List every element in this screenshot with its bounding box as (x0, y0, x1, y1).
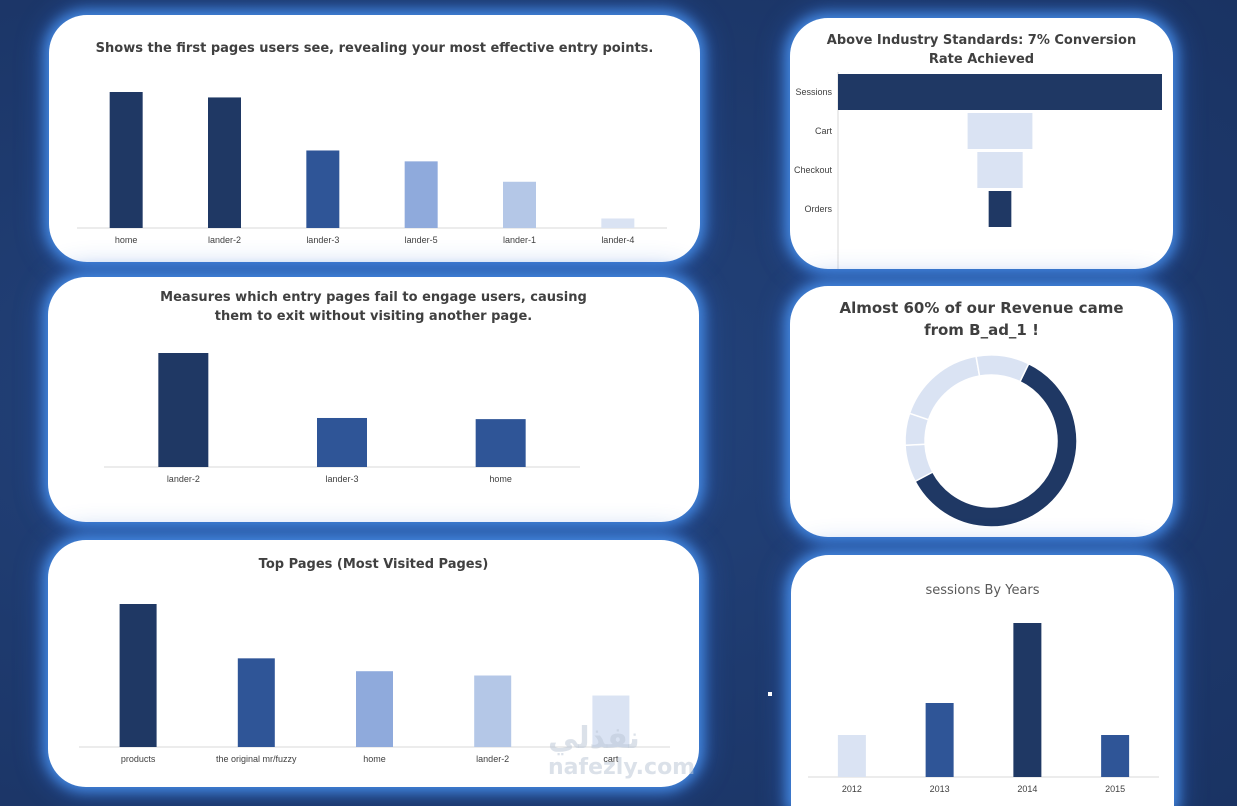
watermark-latin: nafezly.com (548, 755, 696, 780)
chart-title: Above Industry Standards: 7% Conversion … (826, 33, 1137, 67)
x-tick-label: lander-2 (208, 235, 241, 245)
x-tick-label: 2013 (930, 784, 950, 794)
x-tick-label: cart (603, 754, 619, 764)
x-tick-label: lander-3 (325, 474, 358, 484)
bar (119, 604, 157, 747)
funnel-bar (977, 152, 1023, 188)
top-pages-card: Top Pages (Most Visited Pages) products t… (48, 540, 699, 787)
entry-pages-chart: home lander-2 lander-3 lander-5 lander-1 land… (77, 92, 667, 245)
x-tick-label: 2015 (1105, 784, 1125, 794)
chart-title: sessions By Years (925, 583, 1040, 598)
donut-slice (975, 354, 1030, 383)
sessions-years-card: sessions By Years 2012 2013 2014 2015 (791, 555, 1174, 806)
x-tick-label: products (121, 754, 156, 764)
y-tick-label: Orders (804, 204, 832, 214)
bounce-pages-chart: lander-2 lander-3 home (104, 353, 580, 484)
conversion-funnel-chart: Sessions Cart Checkout Orders (794, 72, 1162, 269)
bar (1013, 623, 1042, 777)
x-tick-label: home (363, 754, 386, 764)
chart-title: Measures which entry pages fail to engag… (160, 290, 587, 324)
bar (1101, 735, 1130, 777)
sessions-years-chart: 2012 2013 2014 2015 (808, 623, 1159, 794)
funnel-bar (988, 191, 1012, 227)
chart-title: Top Pages (Most Visited Pages) (258, 557, 489, 572)
x-tick-label: lander-3 (306, 235, 339, 245)
bounce-pages-card: Measures which entry pages fail to engag… (48, 277, 699, 522)
bar (356, 671, 393, 747)
x-tick-label: lander-5 (405, 235, 438, 245)
bar (592, 695, 630, 747)
bar (503, 181, 536, 228)
y-tick-label: Sessions (795, 87, 832, 97)
funnel-bar (967, 113, 1033, 149)
top-pages-chart: products the original mr/fuzzy home lander-… (79, 604, 670, 764)
x-tick-label: home (115, 235, 138, 245)
bar (474, 675, 512, 747)
donut-slice (914, 362, 1078, 528)
bar (601, 218, 635, 228)
x-tick-label: 2012 (842, 784, 862, 794)
bar (306, 150, 340, 228)
bar (109, 92, 143, 228)
x-tick-label: lander-2 (476, 754, 509, 764)
x-tick-label: home (489, 474, 512, 484)
bar (925, 703, 954, 777)
bar (158, 353, 209, 467)
stray-dot (768, 692, 772, 696)
watermark: نفذلي nafezly.com (548, 722, 695, 780)
x-tick-label: lander-1 (503, 235, 536, 245)
bar (475, 419, 526, 467)
funnel-bar (838, 74, 1162, 110)
y-tick-label: Checkout (794, 165, 833, 175)
x-tick-label: lander-2 (167, 474, 200, 484)
x-tick-label: the original mr/fuzzy (216, 754, 297, 764)
watermark-arabic: نفذلي (548, 721, 640, 756)
donut-slice (908, 355, 981, 421)
entry-pages-card: Shows the first pages users see, reveali… (49, 15, 700, 262)
x-tick-label: 2014 (1017, 784, 1037, 794)
bar (837, 735, 866, 777)
revenue-donut-card: Almost 60% of our Revenue came from B_ad… (790, 286, 1173, 537)
x-tick-label: lander-4 (601, 235, 634, 245)
bar (237, 658, 275, 747)
chart-title: Almost 60% of our Revenue came from B_ad… (839, 299, 1124, 339)
bar (404, 161, 438, 228)
revenue-donut-chart (904, 354, 1078, 528)
bar (317, 417, 367, 467)
chart-title: Shows the first pages users see, reveali… (95, 41, 654, 56)
conversion-funnel-card: Above Industry Standards: 7% Conversion … (790, 18, 1173, 269)
bar (208, 97, 241, 228)
y-tick-label: Cart (815, 126, 833, 136)
